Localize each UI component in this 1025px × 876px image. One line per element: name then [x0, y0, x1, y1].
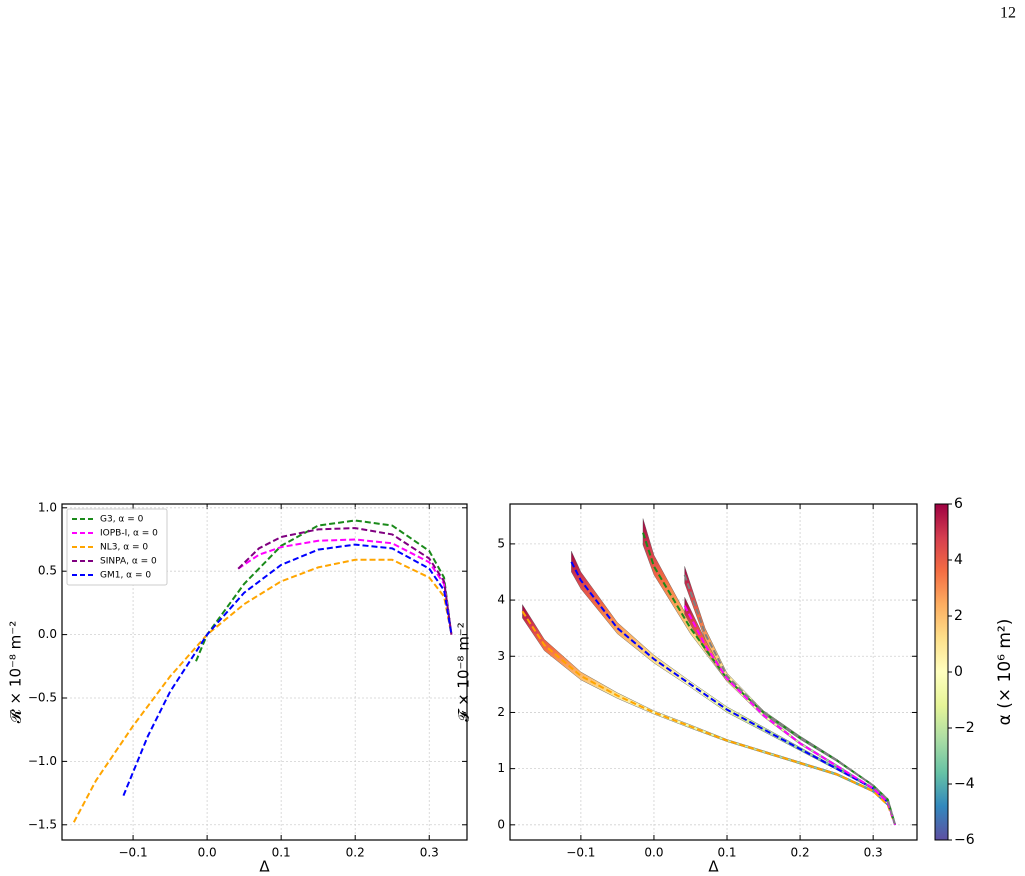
legend-label: IOPB-I, α = 0 [100, 529, 158, 539]
colorbar-tick-label: 0 [954, 664, 963, 680]
legend-box [66, 508, 168, 586]
line [683, 574, 897, 826]
x-tick-label: 0.2 [791, 846, 810, 860]
x-tick-label: 0.0 [198, 846, 217, 860]
y-axis-label: 𝓕 × 10⁻⁸ m⁻² [455, 622, 473, 722]
y-tick-label: 0.0 [38, 627, 57, 641]
y-tick-label: 0.5 [38, 564, 57, 578]
colorbar-tick-label: 2 [954, 608, 963, 624]
axes-frame [509, 503, 918, 841]
page-number: 12 [1000, 5, 1016, 22]
colorbar-fill [934, 503, 949, 841]
x-tick-label: −0.1 [566, 846, 595, 860]
line [237, 527, 453, 635]
chart-0: −0.1 0.0 0.1 0.2 0.3 −1.5 −1.0 −0.5 0.0 0.5 1.0 Δ 𝓡 … [7, 500, 468, 876]
colorbar-tick-label: −2 [954, 720, 975, 736]
legend-label: SINPA, α = 0 [100, 557, 157, 567]
y-axis-label: 𝓡 × 10⁻⁸ m⁻² [7, 621, 25, 723]
x-axis-label: Δ [259, 858, 270, 876]
line [683, 605, 897, 826]
axes-frame [61, 503, 468, 841]
alpha-band [571, 551, 896, 825]
y-tick-label: 4 [497, 593, 505, 607]
alpha-band [684, 597, 896, 825]
x-axis-label: Δ [708, 858, 719, 876]
y-tick-label: −1.0 [28, 754, 57, 768]
legend-label: G3, α = 0 [100, 515, 144, 525]
line [72, 558, 453, 823]
x-tick-label: 0.2 [346, 846, 365, 860]
legend: G3, α = 0 IOPB-I, α = 0 NL3, α = 0 SINPA, α… [66, 508, 168, 586]
y-tick-label: 2 [497, 705, 505, 719]
line [237, 538, 453, 635]
chart-1: −0.1 0.0 0.1 0.2 0.3 0 1 2 3 4 5 Δ 𝓕 × 10⁻⁸ m⁻² [455, 503, 918, 876]
y-tick-label: −0.5 [28, 690, 57, 704]
colorbar-tick-label: 6 [954, 496, 963, 512]
y-tick-label: 3 [497, 649, 505, 663]
colorbar-label: α (× 10⁶ m²) [995, 619, 1015, 726]
legend-label: NL3, α = 0 [100, 543, 148, 553]
x-tick-label: 0.1 [717, 846, 736, 860]
y-tick-label: −1.5 [28, 817, 57, 831]
x-tick-label: −0.1 [119, 846, 148, 860]
line [642, 532, 897, 826]
x-tick-label: 0.0 [644, 846, 663, 860]
colorbar: −6 −4 −2 0 2 4 6 α (× 10⁶ m²) [934, 496, 1015, 848]
y-tick-label: 0 [497, 817, 505, 831]
x-tick-label: 0.1 [272, 846, 291, 860]
plot-area [521, 518, 897, 826]
x-tick-label: 0.3 [864, 846, 883, 860]
colorbar-tick-label: −4 [954, 776, 975, 792]
x-tick-label: 0.3 [420, 846, 439, 860]
y-tick-label: 1 [497, 761, 505, 775]
line [570, 561, 897, 826]
y-tick-label: 1.0 [38, 500, 57, 514]
colorbar-tick-label: −6 [954, 832, 975, 848]
line [122, 543, 453, 796]
line [195, 519, 453, 662]
line [521, 610, 897, 826]
plot-area [72, 519, 453, 823]
legend-label: GM1, α = 0 [100, 571, 151, 581]
y-tick-label: 5 [497, 536, 505, 550]
colorbar-tick-label: 4 [954, 552, 963, 568]
